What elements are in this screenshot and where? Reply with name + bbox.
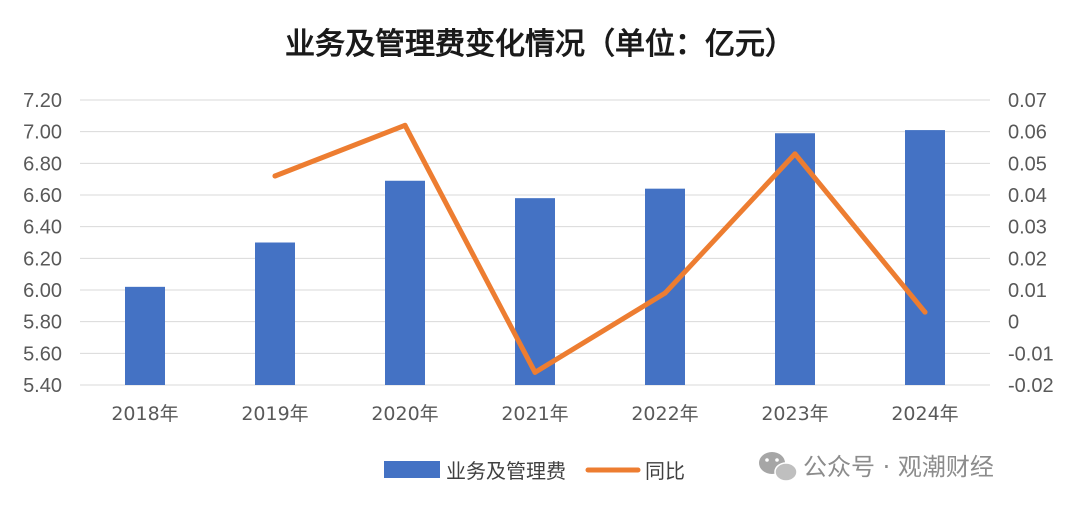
- right-tick-label: 0.01: [1008, 280, 1047, 302]
- left-tick-label: 5.60: [23, 343, 62, 365]
- watermark-text: 公众号 · 观潮财经: [803, 453, 994, 481]
- x-tick-label: 2022年: [631, 403, 698, 425]
- line-point: [922, 309, 928, 315]
- x-tick-label: 2020年: [371, 403, 438, 425]
- line-point: [272, 173, 278, 179]
- right-tick-label: 0.07: [1008, 90, 1047, 112]
- left-tick-label: 6.00: [23, 280, 62, 302]
- left-tick-label: 5.80: [23, 312, 62, 334]
- line-point: [792, 151, 798, 157]
- legend-swatch-bar: [384, 461, 440, 478]
- right-tick-label: 0.02: [1008, 248, 1047, 270]
- line-point: [402, 122, 408, 128]
- x-tick-label: 2024年: [891, 403, 958, 425]
- left-tick-label: 5.40: [23, 375, 62, 397]
- x-tick-label: 2019年: [241, 403, 308, 425]
- left-tick-label: 6.40: [23, 217, 62, 239]
- x-tick-label: 2023年: [761, 403, 828, 425]
- right-tick-label: -0.01: [1008, 343, 1054, 365]
- bar: [905, 130, 945, 385]
- legend-label-bar: 业务及管理费: [446, 459, 566, 483]
- chart-title: 业务及管理费变化情况（单位：亿元）: [285, 27, 795, 62]
- right-tick-label: 0.06: [1008, 122, 1047, 144]
- left-tick-label: 7.20: [23, 90, 62, 112]
- x-tick-label: 2021年: [501, 403, 568, 425]
- bar: [125, 286, 165, 385]
- line-point: [532, 369, 538, 375]
- bar: [515, 198, 555, 385]
- legend-label-line: 同比: [645, 459, 685, 483]
- legend: 业务及管理费 同比: [384, 459, 685, 483]
- series-line-yoy: [272, 122, 928, 375]
- wechat-icon: [759, 452, 798, 482]
- watermark: 公众号 · 观潮财经: [759, 452, 994, 482]
- x-tick-label: 2018年: [111, 403, 178, 425]
- bar: [255, 242, 295, 385]
- bar: [775, 133, 815, 385]
- right-tick-label: 0.05: [1008, 153, 1047, 175]
- right-tick-label: 0: [1008, 312, 1019, 334]
- line-point: [662, 290, 668, 296]
- right-tick-label: 0.04: [1008, 185, 1047, 207]
- left-tick-label: 6.80: [23, 153, 62, 175]
- bar: [645, 188, 685, 385]
- right-tick-label: -0.02: [1008, 375, 1054, 397]
- bar: [385, 180, 425, 385]
- right-tick-label: 0.03: [1008, 217, 1047, 239]
- left-tick-label: 6.20: [23, 248, 62, 270]
- left-tick-label: 6.60: [23, 185, 62, 207]
- left-tick-label: 7.00: [23, 122, 62, 144]
